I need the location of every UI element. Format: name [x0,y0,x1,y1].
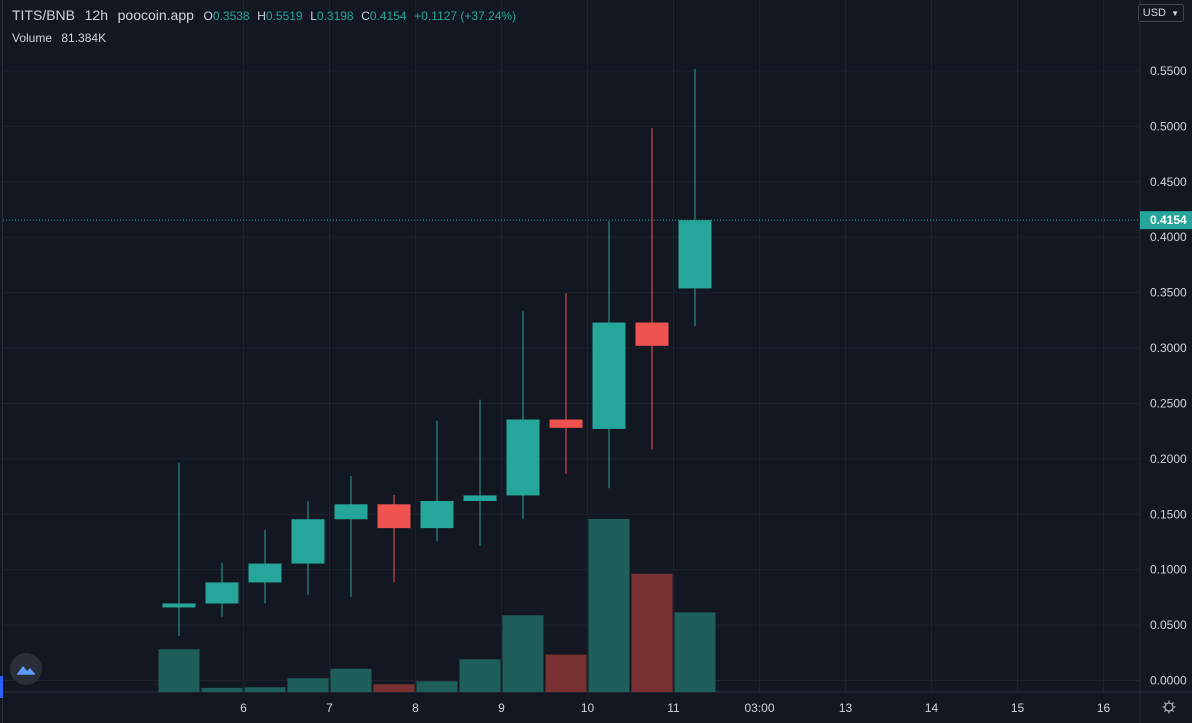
price-tick-label: 0.1000 [1150,563,1187,577]
mountain-icon [17,666,35,675]
candle-body [248,563,282,583]
last-price-tag-label: 0.4154 [1150,213,1187,227]
gear-icon[interactable] [1162,700,1176,714]
candle-body [635,322,669,346]
chart-legend: TITS/BNB 12h poocoin.app O0.3538 H0.5519… [12,7,516,23]
close-value: 0.4154 [369,9,407,23]
price-tick-label: 0.4500 [1150,175,1187,189]
volume-bar [287,678,329,692]
volume-value: 81.384K [61,31,107,45]
price-tick-label: 0.2500 [1150,396,1187,410]
time-tick-label: 14 [925,701,939,715]
candle-body [205,582,239,604]
price-tick-label: 0.5500 [1150,64,1187,78]
volume-bar [631,573,673,692]
time-tick-label: 6 [240,701,247,715]
left-toolbar-edge[interactable] [0,676,3,698]
time-tick-label: 15 [1011,701,1025,715]
time-tick-label: 13 [839,701,853,715]
price-tick-label: 0.3000 [1150,341,1187,355]
price-tick-label: 0.2000 [1150,452,1187,466]
currency-label: USD [1142,7,1167,19]
candle-body [678,220,712,289]
volume-bar [416,681,458,692]
candle-body [291,519,325,564]
volume-bar [158,649,200,692]
time-tick-label: 7 [326,701,333,715]
low-value: 0.3198 [316,9,354,23]
candle-body [592,322,626,429]
time-tick-label: 11 [667,701,680,715]
volume-bar [244,687,286,692]
volume-bar [330,668,372,692]
low-label: L [310,9,317,23]
high-value: 0.5519 [265,9,303,23]
currency-selector[interactable]: USD ▼ [1137,4,1184,22]
volume-bar [201,687,243,692]
candle-body [334,504,368,520]
interval-label[interactable]: 12h [84,7,108,23]
price-tick-label: 0.4000 [1150,230,1187,244]
volume-bar [674,612,716,692]
price-tick-label: 0.1500 [1150,507,1187,521]
candle-body [549,419,583,428]
open-value: 0.3538 [212,9,250,23]
candle-body [506,419,540,496]
time-tick-label: 16 [1097,701,1111,715]
tradingview-logo-icon[interactable] [10,653,42,685]
candle-body [162,603,196,608]
volume-bar [545,654,587,692]
volume-bar [459,659,501,692]
price-tick-label: 0.0000 [1150,674,1187,688]
last-price-tag [1140,211,1192,230]
symbol-label[interactable]: TITS/BNB [12,7,76,23]
price-tick-label: 0.3500 [1150,286,1187,300]
volume-bar [373,684,415,692]
volume-legend: Volume 81.384K [12,31,106,45]
open-label: O [203,9,213,23]
price-tick-label: 0.0500 [1150,618,1187,632]
time-tick-label: 9 [498,701,505,715]
time-tick-label: 10 [581,701,595,715]
volume-label[interactable]: Volume [12,31,53,45]
high-label: H [257,9,266,23]
candle-body [420,500,454,529]
change-value: +0.1127 (+37.24%) [414,9,517,23]
volume-bar [502,615,544,692]
price-tick-label: 0.5000 [1150,119,1187,133]
close-label: C [361,9,370,23]
candle-body [377,504,411,529]
time-tick-label: 03:00 [744,701,774,715]
volume-bar [588,519,630,692]
source-label: poocoin.app [117,7,194,23]
chevron-down-icon: ▼ [1171,9,1179,18]
candle-body [463,495,497,501]
time-tick-label: 8 [412,701,419,715]
